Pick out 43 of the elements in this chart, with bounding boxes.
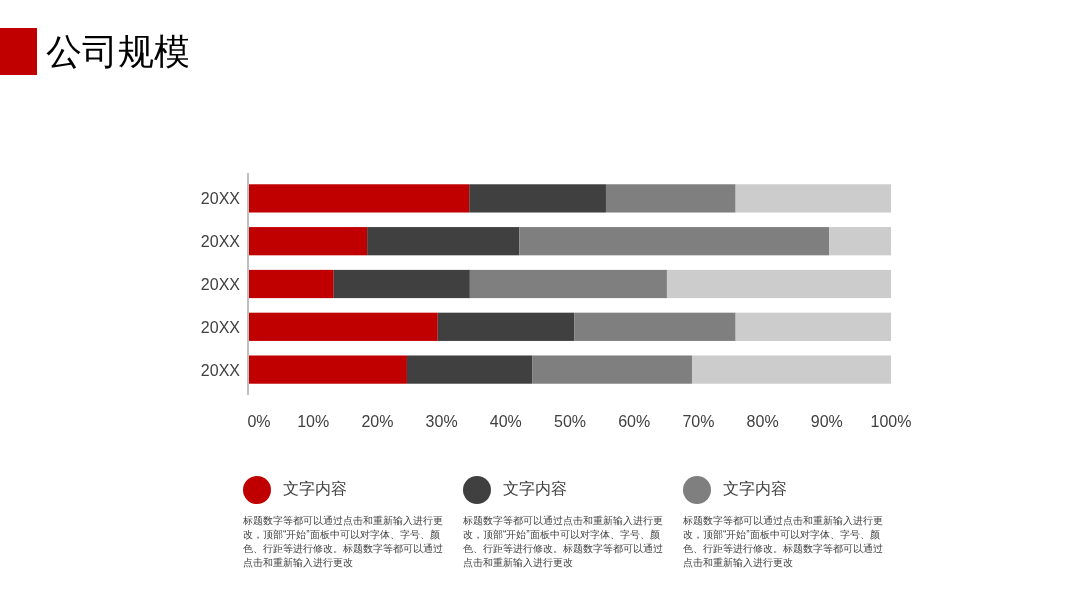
y-tick-label: 20XX	[200, 233, 241, 251]
bar	[249, 269, 334, 299]
bar	[437, 312, 575, 341]
bar	[249, 184, 470, 213]
text: 标题数字等都可以通过点击和重新输入进行更改，顶部“开始”面板中可以对字体、字号、颜色、行距等进行修改。标题数字等都可以通过点击和重新输入进行更改	[243, 514, 444, 570]
y-tick-label: 20XX	[200, 190, 241, 208]
bar	[469, 269, 667, 299]
bar	[574, 312, 736, 341]
x-tick-label: 80%	[746, 413, 779, 430]
bar	[249, 312, 438, 341]
bar	[249, 227, 368, 256]
y-tick-label: 20XX	[200, 361, 241, 379]
x-tick-label: 70%	[682, 413, 715, 430]
bar	[519, 227, 830, 256]
x-tick-label: 30%	[425, 413, 458, 430]
x-tick-label: 10%	[297, 413, 330, 430]
x-tick-label: 60%	[618, 413, 651, 430]
bar	[532, 355, 692, 384]
x-tick-label: 50%	[553, 413, 587, 430]
legend-label: 文字内容	[723, 479, 787, 499]
bar	[605, 184, 736, 213]
bar	[735, 312, 891, 341]
y-tick-label: 20XX	[200, 276, 241, 293]
chart-title: 公司规模	[46, 30, 190, 74]
text: 标题数字等都可以通过点击和重新输入进行更改，顶部“开始”面板中可以对字体、字号、颜色、行距等进行修改。标题数字等都可以通过点击和重新输入进行更改	[463, 514, 664, 570]
bar	[333, 269, 470, 299]
bar	[249, 355, 407, 384]
bar	[367, 227, 520, 256]
bar	[406, 355, 533, 384]
x-tick-label: 40%	[489, 413, 522, 430]
x-tick-label: 0%	[247, 413, 271, 430]
y-tick-label: 20XX	[200, 318, 241, 336]
bar	[829, 227, 891, 256]
legend-label: 文字内容	[503, 479, 567, 499]
x-tick-label: 20%	[361, 413, 394, 430]
bar	[666, 269, 891, 299]
bar	[691, 355, 891, 384]
x-tick-label: 90%	[810, 413, 843, 430]
bar	[735, 184, 891, 213]
x-tick-label: 100%	[870, 413, 912, 430]
text: 标题数字等都可以通过点击和重新输入进行更改，顶部“开始”面板中可以对字体、字号、颜色、行距等进行修改。标题数字等都可以通过点击和重新输入进行更改	[683, 514, 884, 570]
legend-label: 文字内容	[283, 479, 347, 499]
bar	[469, 184, 606, 213]
